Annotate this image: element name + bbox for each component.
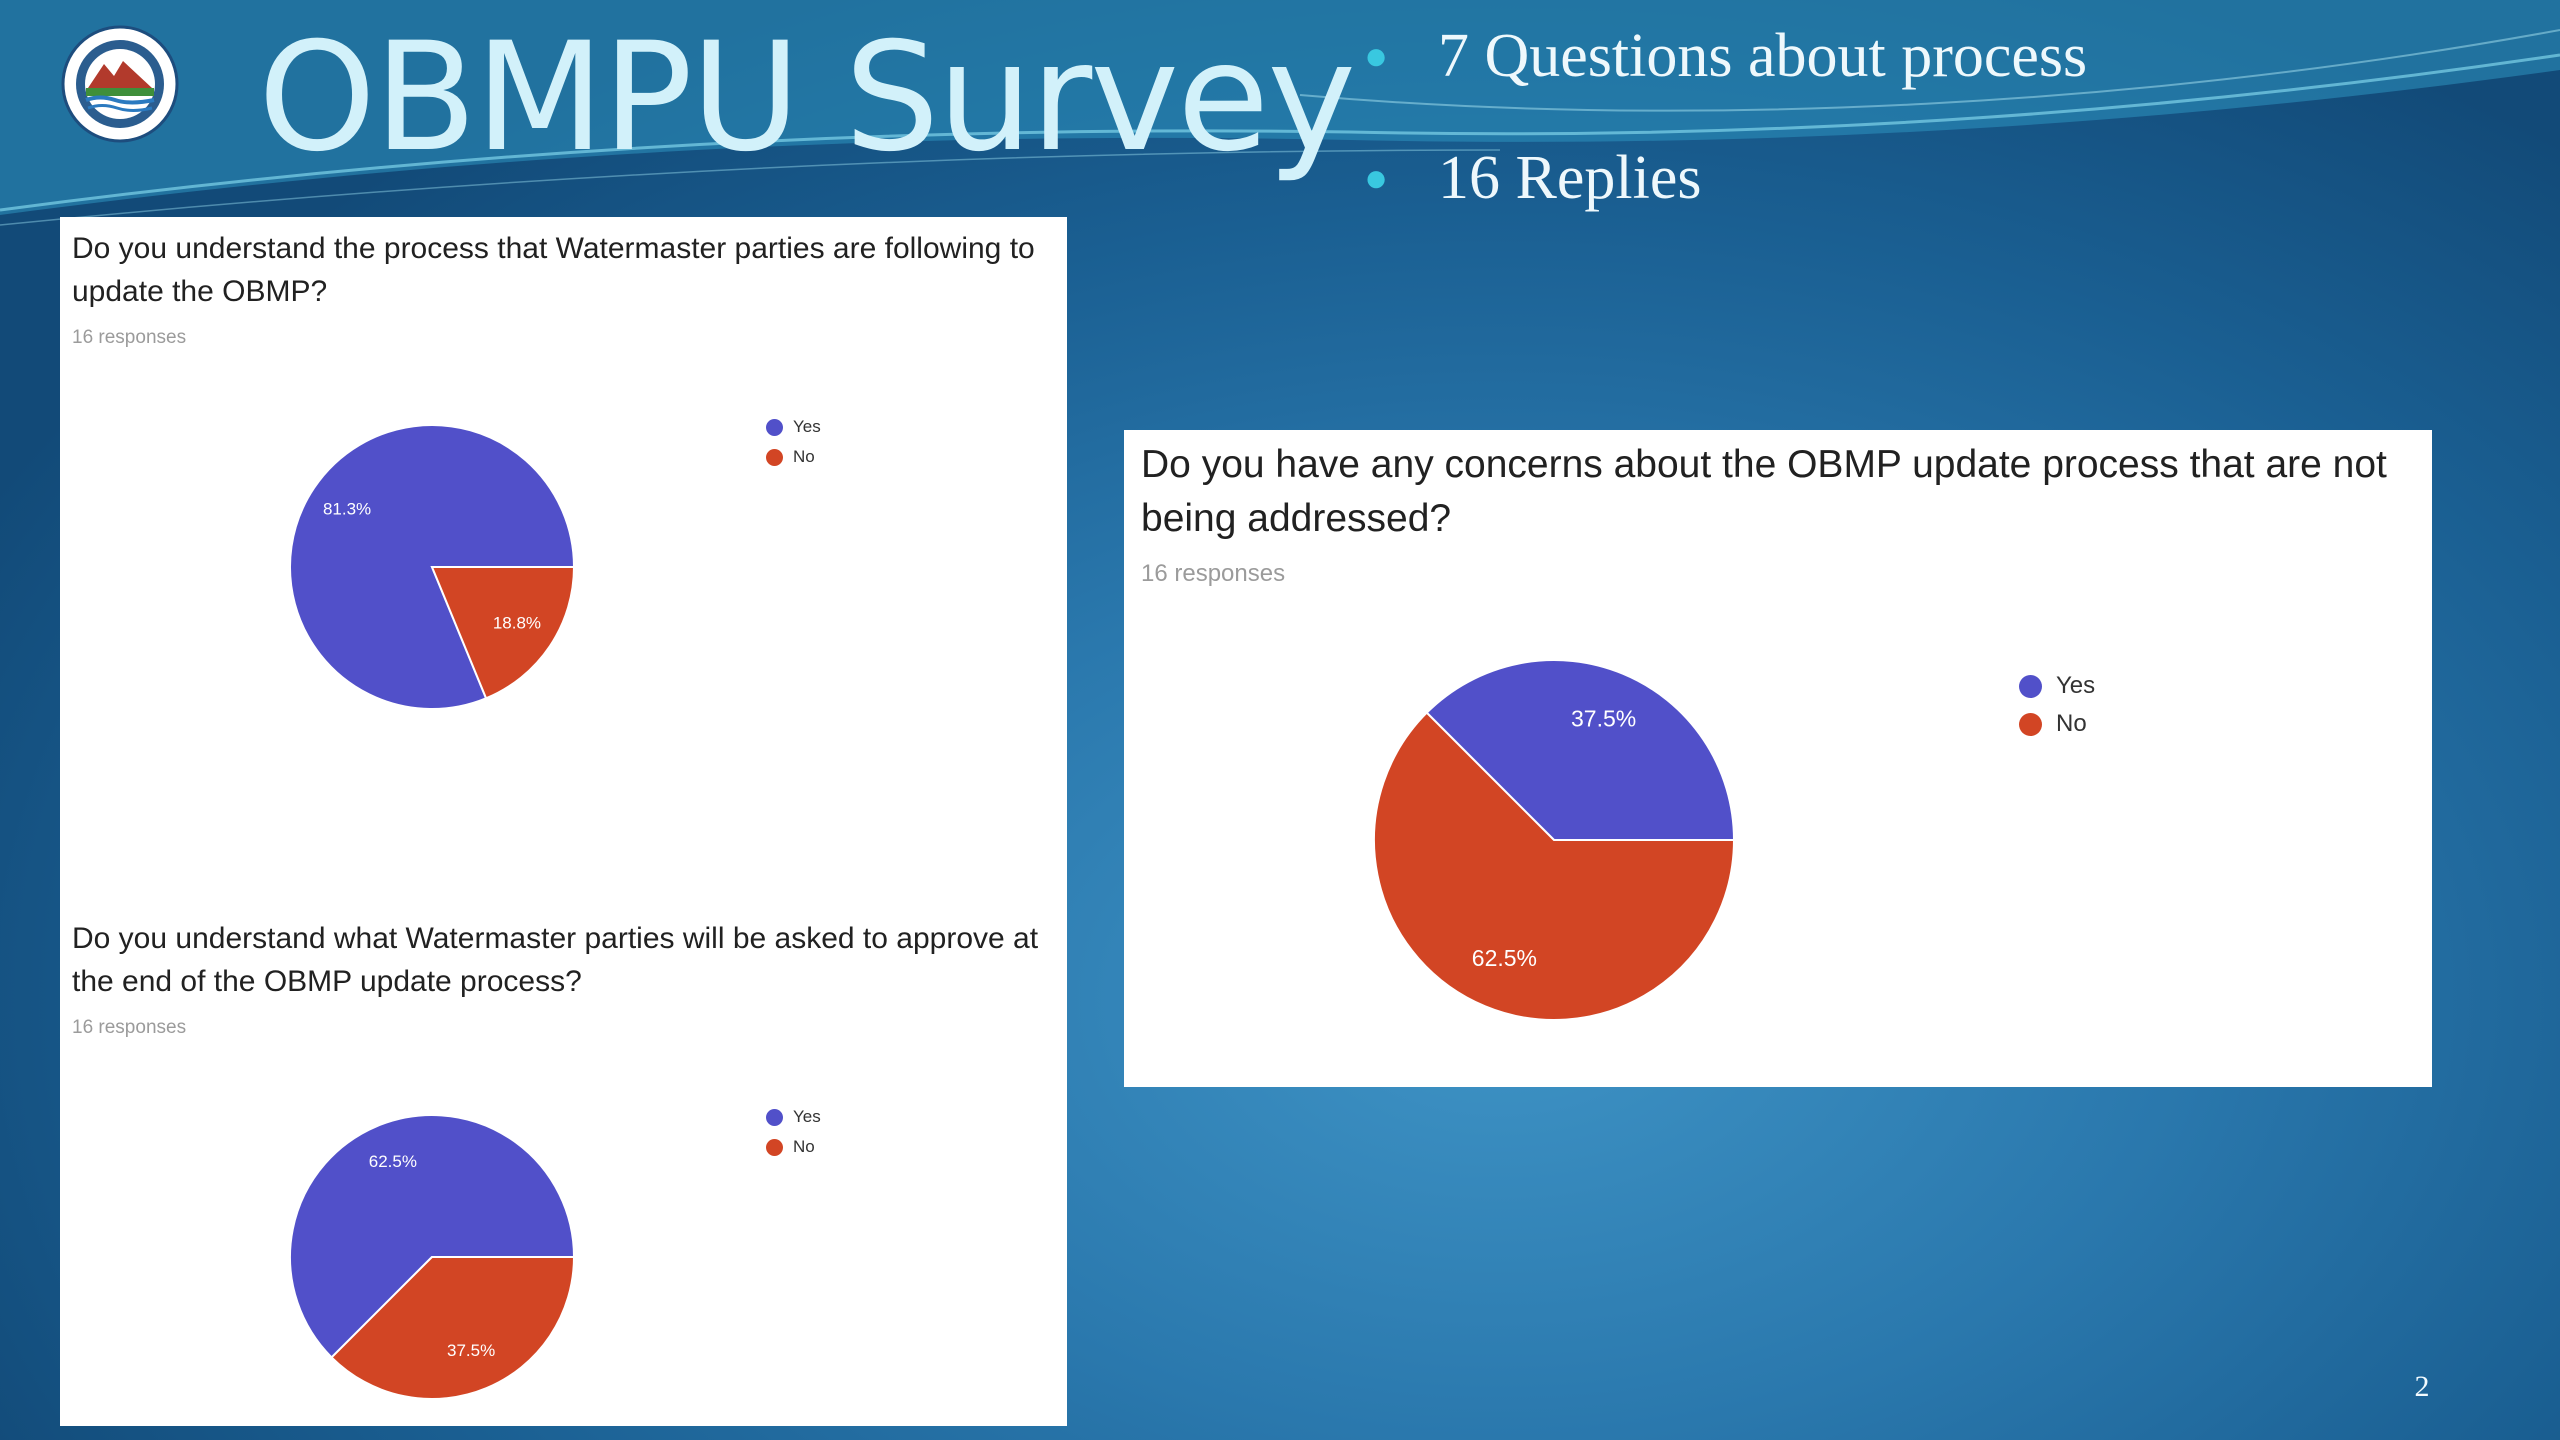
pie-slice-no bbox=[1373, 711, 1736, 1021]
bullet-dot-icon: ● bbox=[1364, 155, 1389, 200]
legend-label: Yes bbox=[793, 1107, 821, 1126]
pie-slice-label: 37.5% bbox=[447, 1341, 495, 1360]
pie-chart-q3: 37.5% 62.5% bbox=[1373, 659, 1736, 1021]
pie-slice-label: 37.5% bbox=[1571, 705, 1636, 731]
survey-results-card-right: Do you have any concerns about the OBMP … bbox=[1124, 430, 2432, 1087]
legend-label: Yes bbox=[793, 417, 821, 436]
bullet-questions: ● 7 Questions about process bbox=[1360, 10, 2087, 132]
legend-swatch-no bbox=[766, 1138, 783, 1156]
legend-q1: Yes No bbox=[766, 412, 821, 472]
legend-swatch-yes bbox=[766, 418, 783, 436]
legend-label: No bbox=[2056, 710, 2087, 737]
pie-slice-no bbox=[430, 566, 576, 700]
legend-item-no: No bbox=[766, 442, 821, 472]
chart-title-q1: Do you understand the process that Water… bbox=[72, 232, 1035, 308]
bullet-text: 16 Replies bbox=[1438, 144, 1702, 212]
chart-title-q2: Do you understand what Watermaster parti… bbox=[72, 922, 1039, 998]
legend-swatch-yes bbox=[766, 1108, 783, 1126]
legend-item-yes: Yes bbox=[766, 1102, 821, 1132]
pie-slice-label: 62.5% bbox=[1472, 945, 1537, 971]
slide-title: OBMPU Survey bbox=[258, 11, 1356, 185]
pie-slice-label: 62.5% bbox=[369, 1152, 417, 1171]
legend-item-no: No bbox=[2019, 705, 2095, 743]
bullet-text: 7 Questions about process bbox=[1438, 22, 2088, 90]
pie-slice-label: 18.8% bbox=[493, 613, 541, 632]
legend-q2: Yes No bbox=[766, 1102, 821, 1162]
summary-bullet-list: ● 7 Questions about process ● 16 Replies bbox=[1360, 10, 2087, 254]
bullet-dot-icon: ● bbox=[1364, 33, 1389, 78]
legend-label: Yes bbox=[2056, 672, 2096, 699]
legend-label: No bbox=[793, 447, 815, 466]
pie-slice-yes bbox=[289, 1114, 576, 1359]
legend-q3: Yes No bbox=[2019, 667, 2095, 743]
slide-number: 2 bbox=[2414, 1370, 2430, 1403]
survey-results-card-left: Do you understand the process that Water… bbox=[60, 217, 1067, 1426]
legend-swatch-no bbox=[766, 448, 783, 466]
response-count-q3: 16 responses bbox=[1141, 560, 1286, 587]
pie-chart-q1: 81.3% 18.8% bbox=[289, 424, 576, 710]
pie-slice-yes bbox=[1425, 659, 1736, 841]
pie-chart-q2: 62.5% 37.5% bbox=[289, 1114, 576, 1400]
pie-slice-label: 81.3% bbox=[323, 500, 371, 519]
chino-basin-watermaster-seal-icon bbox=[61, 25, 179, 143]
legend-label: No bbox=[793, 1137, 815, 1156]
legend-swatch-no bbox=[2019, 712, 2042, 736]
chart-title-q3: Do you have any concerns about the OBMP … bbox=[1141, 443, 2387, 540]
legend-swatch-yes bbox=[2019, 674, 2042, 698]
legend-item-no: No bbox=[766, 1132, 821, 1162]
legend-item-yes: Yes bbox=[766, 412, 821, 442]
header-wave-decoration bbox=[0, 0, 2560, 226]
bullet-replies: ● 16 Replies bbox=[1360, 132, 2087, 254]
pie-slice-no bbox=[330, 1256, 576, 1400]
response-count-q1: 16 responses bbox=[72, 327, 187, 348]
response-count-q2: 16 responses bbox=[72, 1017, 187, 1038]
legend-item-yes: Yes bbox=[2019, 667, 2095, 705]
